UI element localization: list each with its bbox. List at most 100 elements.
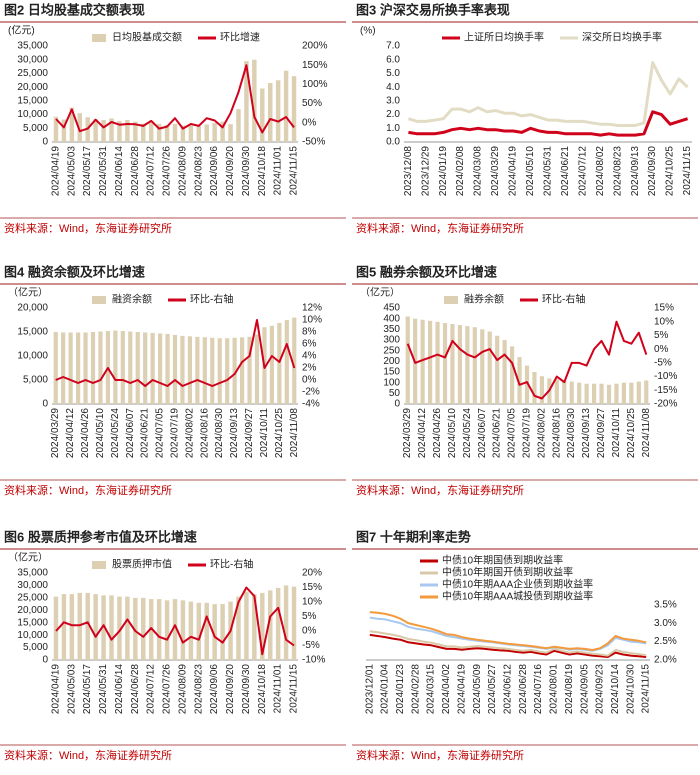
x-tick-label: 2024/06/14 bbox=[114, 146, 125, 196]
x-tick-label: 2024/11/15 bbox=[289, 146, 300, 196]
bar bbox=[260, 88, 265, 142]
x-tick-label: 2023/12/08 bbox=[403, 146, 414, 196]
x-tick-label: 2024/07/16 bbox=[533, 664, 544, 714]
bar bbox=[77, 592, 82, 660]
y-tick-label: 0 bbox=[42, 655, 48, 666]
y-tick-label: 450 bbox=[383, 303, 400, 314]
legend-label: 环比-右轴 bbox=[210, 558, 253, 571]
bar bbox=[128, 331, 133, 404]
panel-title: 图4 融资余额及环比增速 bbox=[4, 264, 145, 279]
y2-tick-label: 0% bbox=[654, 344, 669, 355]
bar bbox=[244, 61, 249, 143]
x-tick-label: 2024/10/18 bbox=[257, 146, 268, 196]
bar bbox=[77, 113, 82, 142]
y-tick-label: 10,000 bbox=[17, 109, 48, 120]
x-tick-label: 2024/05/10 bbox=[447, 408, 458, 458]
bar bbox=[158, 333, 163, 404]
x-tick-label: 2024/09/13 bbox=[229, 408, 240, 458]
bar bbox=[283, 585, 289, 660]
legend-label: 环比-右轴 bbox=[542, 293, 585, 306]
y-tick-label: 30,000 bbox=[17, 580, 48, 591]
y-tick-label: 1.0 bbox=[386, 123, 400, 134]
y-tick-label: 0.0 bbox=[386, 137, 400, 148]
panel-title: 图3 沪深交易所换手率表现 bbox=[356, 2, 510, 17]
bar bbox=[68, 332, 73, 404]
line bbox=[55, 319, 296, 387]
bar bbox=[109, 595, 114, 660]
bar bbox=[164, 600, 170, 660]
bar bbox=[85, 592, 90, 660]
bar bbox=[202, 337, 207, 404]
bar bbox=[125, 596, 130, 660]
bar bbox=[532, 372, 537, 404]
bar bbox=[495, 335, 500, 404]
bar bbox=[101, 120, 106, 142]
x-tick-label: 2024/10/25 bbox=[274, 408, 285, 458]
bar bbox=[172, 599, 178, 660]
legend-label: 日均股基成交额 bbox=[112, 31, 182, 44]
bar bbox=[93, 119, 98, 142]
y2-tick-label: 6% bbox=[302, 339, 317, 350]
bar bbox=[584, 383, 589, 404]
x-tick-label: 2024/07/05 bbox=[507, 408, 518, 458]
panel-title: 图5 融券余额及环比增速 bbox=[356, 264, 497, 279]
bar bbox=[143, 332, 148, 404]
x-tick-label: 2024/07/19 bbox=[522, 408, 533, 458]
y-tick-label: 35,000 bbox=[17, 41, 48, 52]
y-tick-label: 20,000 bbox=[17, 82, 48, 93]
line bbox=[369, 633, 647, 658]
bar bbox=[98, 331, 103, 404]
x-tick-label: 2024/04/26 bbox=[80, 408, 91, 458]
x-tick-label: 2024/09/23 bbox=[595, 664, 606, 714]
bar bbox=[510, 346, 515, 404]
x-tick-label: 2024/06/21 bbox=[560, 146, 571, 196]
bar bbox=[180, 125, 186, 142]
x-tick-label: 2024/06/07 bbox=[125, 408, 136, 458]
bar bbox=[172, 123, 178, 142]
y2-tick-label: -5% bbox=[654, 357, 672, 368]
y2-tick-label: -50% bbox=[302, 137, 325, 148]
legend-label: 中债10年期国债到期收益率 bbox=[442, 554, 563, 567]
bar bbox=[212, 123, 217, 142]
line bbox=[369, 630, 647, 657]
x-tick-label: 2024/05/10 bbox=[95, 408, 106, 458]
x-tick-label: 2024/08/01 bbox=[549, 664, 560, 714]
x-tick-label: 2024/10/18 bbox=[257, 664, 268, 714]
x-tick-label: 2024/08/09 bbox=[177, 146, 188, 196]
line bbox=[55, 64, 295, 134]
x-tick-label: 2024/10/11 bbox=[259, 408, 270, 458]
y-tick-label: 400 bbox=[383, 313, 400, 324]
x-tick-label: 2024/08/02 bbox=[184, 408, 195, 458]
x-tick-label: 2024/09/06 bbox=[209, 146, 220, 196]
y2-tick-label: 4% bbox=[302, 351, 317, 362]
bar bbox=[141, 123, 146, 142]
y-tick-label: 5,000 bbox=[23, 642, 48, 653]
bar bbox=[180, 335, 185, 404]
y2-tick-label: 10% bbox=[302, 315, 322, 326]
x-tick-label: 2024/05/09 bbox=[472, 664, 483, 714]
bar bbox=[442, 322, 448, 404]
line bbox=[408, 110, 689, 137]
bar bbox=[240, 337, 245, 404]
legend-label: 股票质押市值 bbox=[112, 558, 172, 571]
legend-label: 环比增速 bbox=[220, 31, 260, 44]
axis-unit: (%) bbox=[360, 26, 376, 37]
bar bbox=[117, 121, 122, 142]
bar bbox=[283, 70, 289, 142]
x-tick-label: 2024/10/25 bbox=[626, 408, 637, 458]
x-tick-label: 2024/07/12 bbox=[146, 664, 157, 714]
bar bbox=[554, 379, 559, 404]
y-tick-label: 300 bbox=[383, 335, 400, 346]
x-tick-label: 2024/09/30 bbox=[241, 664, 252, 714]
bar bbox=[109, 118, 114, 142]
x-tick-label: 2024/04/19 bbox=[50, 146, 61, 196]
bar bbox=[629, 382, 634, 404]
bar bbox=[562, 380, 567, 404]
legend-label: 融资余额 bbox=[112, 293, 152, 306]
bar bbox=[148, 122, 154, 142]
y2-tick-label: 2.5% bbox=[654, 636, 677, 647]
y2-tick-label: -4% bbox=[302, 399, 320, 410]
bar bbox=[204, 124, 209, 142]
y2-tick-label: 3.0% bbox=[654, 618, 677, 629]
y2-tick-label: 12% bbox=[302, 303, 322, 314]
